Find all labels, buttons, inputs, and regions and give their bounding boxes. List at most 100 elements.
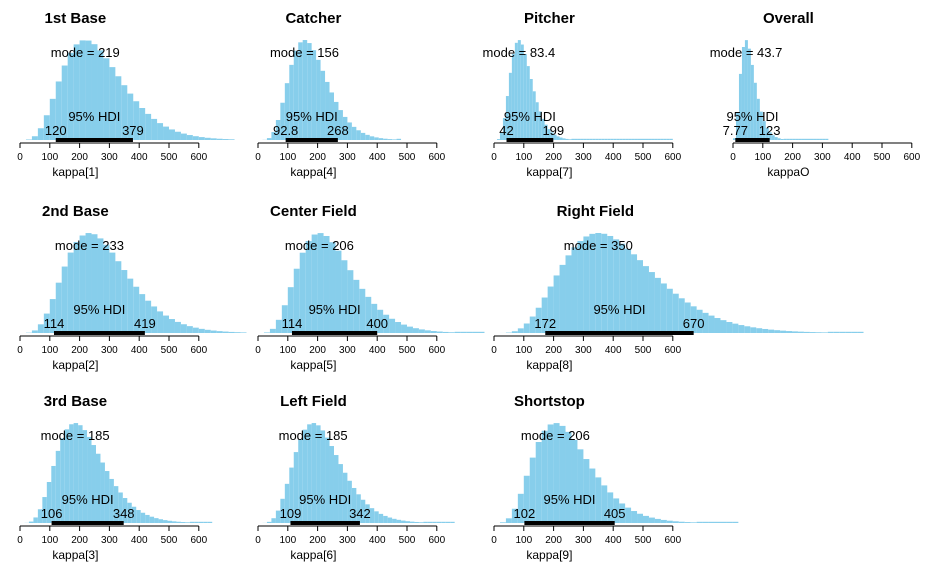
histogram-bar: [446, 522, 450, 523]
histogram-bar: [374, 137, 378, 140]
histogram-bar: [566, 139, 569, 140]
histogram-bar: [176, 522, 180, 523]
histogram-bar: [103, 58, 109, 140]
hdi-bar: [56, 138, 133, 142]
histogram-bar: [667, 521, 673, 523]
histogram-bar: [667, 139, 670, 140]
histogram-bar: [816, 139, 819, 140]
histogram-bar: [312, 50, 316, 140]
histogram-bar: [658, 139, 661, 140]
panel-title: 2nd Base: [42, 203, 109, 220]
x-tick-label: 600: [190, 535, 207, 546]
x-tick-label: 400: [844, 152, 861, 163]
histogram-bar: [172, 521, 176, 523]
histogram-bar: [840, 332, 846, 333]
hdi-bar: [52, 521, 124, 525]
histogram-bar: [655, 519, 661, 523]
panel-title: Overall: [763, 10, 814, 27]
histogram-bar: [646, 139, 649, 140]
histogram-bar: [449, 332, 455, 333]
x-tick-label: 100: [41, 535, 58, 546]
histogram-bar: [780, 331, 786, 333]
histogram-bar: [589, 139, 592, 140]
histogram-bar: [619, 139, 622, 140]
histogram-bar: [762, 329, 768, 333]
x-tick-label: 600: [428, 535, 445, 546]
histogram-bar: [566, 255, 572, 333]
histogram-bar: [583, 139, 586, 140]
x-tick-label: 0: [491, 535, 497, 546]
mode-label: mode = 43.7: [710, 45, 783, 60]
histogram-bar: [270, 329, 276, 333]
histogram-bar: [652, 139, 655, 140]
x-tick-label: 500: [635, 535, 652, 546]
panel-title: Left Field: [280, 393, 347, 410]
histogram-bar: [217, 331, 223, 333]
mode-label: mode = 206: [285, 238, 354, 253]
x-axis-label: kappa[5]: [290, 358, 336, 372]
histogram-bar: [571, 139, 574, 140]
histogram-bar: [321, 71, 325, 140]
histogram-bar: [631, 511, 637, 523]
hdi-low-label: 114: [44, 316, 65, 331]
mode-label: mode = 206: [521, 428, 590, 443]
histogram-bar: [303, 430, 307, 523]
hdi-label: 95% HDI: [593, 302, 645, 317]
x-tick-label: 0: [730, 152, 736, 163]
histogram-bar: [199, 522, 203, 523]
hdi-low-label: 42: [499, 123, 513, 138]
x-tick-label: 100: [41, 345, 58, 356]
histogram-bar: [679, 522, 685, 523]
histogram-bar: [805, 139, 808, 140]
histogram-bar: [168, 521, 172, 523]
hdi-high-label: 419: [134, 316, 156, 331]
histogram-bar: [524, 323, 530, 333]
histogram-bar: [661, 139, 664, 140]
histogram-bar: [732, 522, 738, 523]
histogram-bar: [798, 332, 804, 333]
histogram-bar: [401, 325, 407, 333]
x-tick-label: 300: [101, 152, 118, 163]
x-tick-label: 300: [101, 345, 118, 356]
histogram-bar: [715, 522, 721, 523]
x-tick-label: 300: [814, 152, 831, 163]
x-tick-label: 300: [575, 535, 592, 546]
histogram-bar: [425, 330, 431, 333]
hdi-label: 95% HDI: [504, 109, 556, 124]
histogram-bar: [524, 54, 527, 140]
hdi-low-label: 102: [514, 506, 536, 521]
histogram-bar: [828, 332, 834, 333]
histogram-bar: [374, 511, 378, 523]
histogram-bar: [163, 520, 167, 523]
hdi-low-label: 7.77: [723, 123, 748, 138]
histogram-bar: [223, 332, 229, 333]
histogram-bar: [631, 139, 634, 140]
hdi-label: 95% HDI: [62, 492, 114, 507]
histogram-bar: [664, 139, 667, 140]
histogram-bar: [423, 522, 427, 523]
histogram-bar: [577, 241, 583, 333]
histogram-bar: [150, 517, 154, 523]
histogram-bar: [571, 247, 577, 333]
histogram-bar: [187, 135, 193, 140]
x-tick-label: 300: [339, 535, 356, 546]
histogram-bar: [756, 328, 762, 333]
mode-label: mode = 156: [270, 45, 339, 60]
histogram-bar: [330, 446, 334, 523]
histogram-bar: [181, 324, 187, 333]
histogram-bar: [406, 521, 410, 523]
histogram-bar: [185, 522, 189, 523]
x-tick-label: 500: [635, 152, 652, 163]
x-tick-label: 500: [399, 152, 416, 163]
histogram-bar: [787, 139, 790, 140]
histogram-bar: [577, 139, 580, 140]
histogram-bar: [834, 332, 840, 333]
histogram-bar: [352, 127, 356, 140]
histogram-bar: [431, 331, 437, 333]
histogram-bar: [199, 137, 205, 140]
histogram-bar: [325, 438, 329, 523]
